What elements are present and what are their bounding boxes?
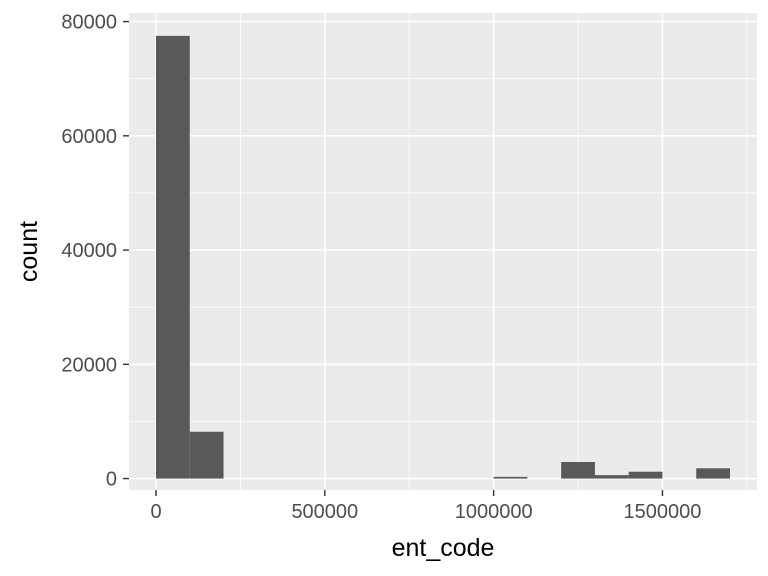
y-tick-label: 20000 [61,354,117,376]
x-axis-title: ent_code [392,534,495,562]
histogram-bar [594,475,629,479]
x-tick-label: 0 [150,501,161,523]
y-axis-title: count [15,221,43,282]
y-tick-label: 0 [106,469,117,491]
y-axis: 0 20000 40000 60000 80000 [61,12,129,491]
histogram-bar [561,462,595,479]
histogram-bar [189,431,224,479]
y-tick-label: 80000 [61,12,117,34]
y-tick-label: 60000 [61,126,117,148]
x-axis: 0 500000 1000000 1500000 [150,490,701,523]
histogram-bar [156,35,190,479]
histogram-bar [696,468,730,479]
plot-panel [129,13,757,490]
x-tick-label: 500000 [291,501,358,523]
histogram-bar [628,471,663,479]
histogram-bar [493,476,528,479]
x-tick-label: 1500000 [624,501,702,523]
y-tick-label: 40000 [61,240,117,262]
x-tick-label: 1000000 [455,501,533,523]
histogram-bars [156,35,730,479]
